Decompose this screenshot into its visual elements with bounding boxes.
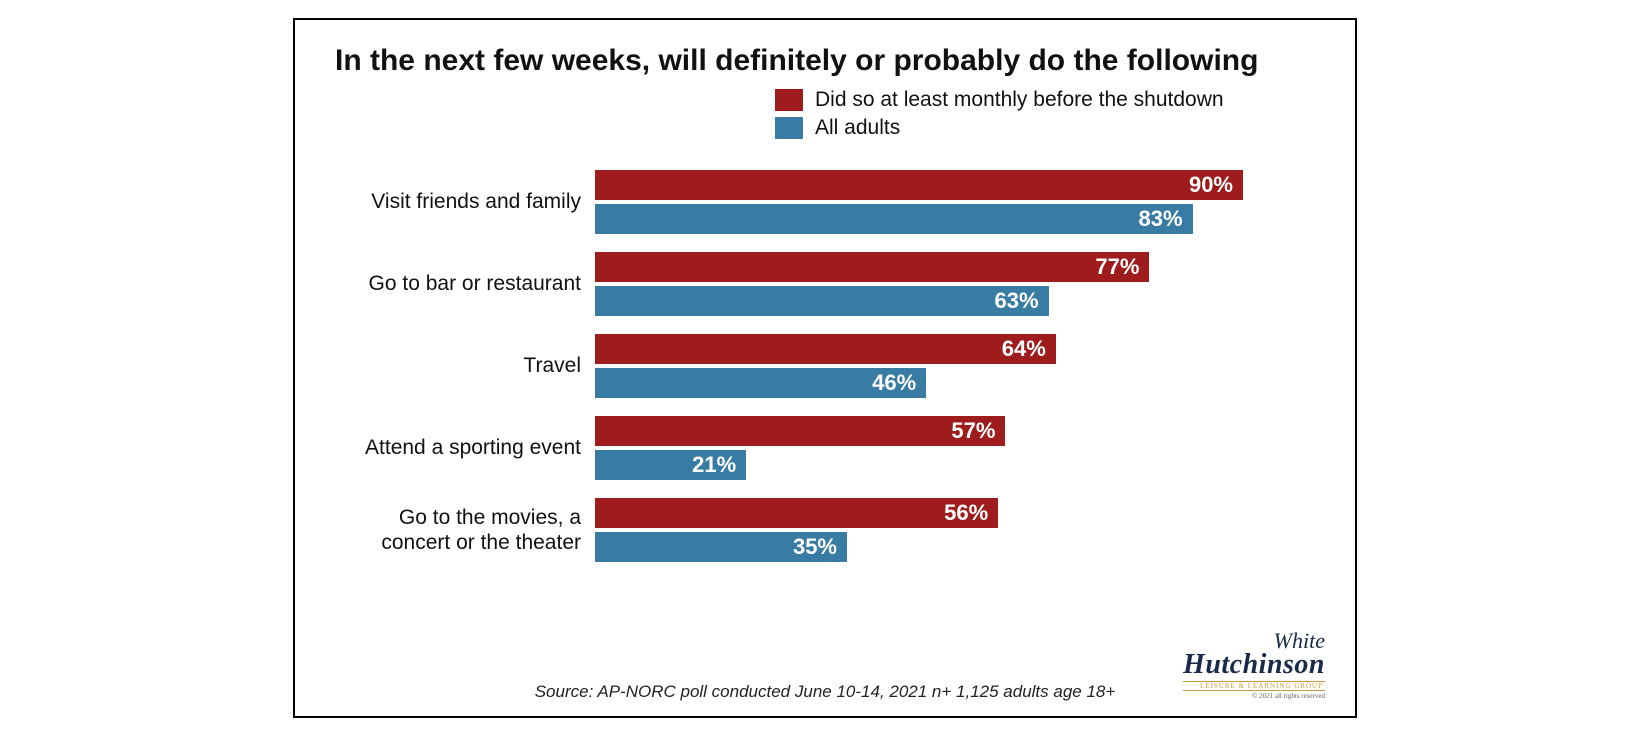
chart-frame: In the next few weeks, will definitely o…	[293, 18, 1357, 718]
brand-logo: White Hutchinson LEISURE & LEARNING GROU…	[1183, 631, 1325, 700]
bar-group: Go to the movies, a concert or the theat…	[335, 498, 1315, 562]
category-label: Attend a sporting event	[335, 435, 595, 460]
bar-before: 90%	[595, 170, 1243, 200]
bar-all: 35%	[595, 532, 847, 562]
legend-item-all: All adults	[775, 116, 1224, 140]
brand-line2: Hutchinson	[1183, 652, 1325, 679]
bar-group: Attend a sporting event57%21%	[335, 416, 1315, 480]
bar-all: 83%	[595, 204, 1193, 234]
chart-body: Visit friends and family90%83%Go to bar …	[335, 170, 1315, 580]
bars-container: 57%21%	[595, 416, 1315, 480]
bars-container: 56%35%	[595, 498, 1315, 562]
legend: Did so at least monthly before the shutd…	[775, 88, 1224, 144]
brand-copyright: © 2021 all rights reserved	[1183, 693, 1325, 700]
bar-group: Go to bar or restaurant77%63%	[335, 252, 1315, 316]
bar-all: 63%	[595, 286, 1049, 316]
legend-item-before: Did so at least monthly before the shutd…	[775, 88, 1224, 112]
bar-group: Travel64%46%	[335, 334, 1315, 398]
bar-group: Visit friends and family90%83%	[335, 170, 1315, 234]
bar-before: 77%	[595, 252, 1149, 282]
category-label: Travel	[335, 353, 595, 378]
legend-swatch-all	[775, 117, 803, 139]
source-line: Source: AP-NORC poll conducted June 10-1…	[535, 682, 1116, 702]
chart-title: In the next few weeks, will definitely o…	[335, 44, 1315, 79]
bar-all: 21%	[595, 450, 746, 480]
brand-subline: LEISURE & LEARNING GROUP	[1183, 681, 1325, 692]
category-label: Go to bar or restaurant	[335, 271, 595, 296]
bar-before: 56%	[595, 498, 998, 528]
bars-container: 77%63%	[595, 252, 1315, 316]
bars-container: 90%83%	[595, 170, 1315, 234]
bar-before: 64%	[595, 334, 1056, 364]
bars-container: 64%46%	[595, 334, 1315, 398]
legend-label-before: Did so at least monthly before the shutd…	[815, 88, 1224, 112]
category-label: Go to the movies, a concert or the theat…	[335, 505, 595, 555]
bar-all: 46%	[595, 368, 926, 398]
legend-label-all: All adults	[815, 116, 900, 140]
legend-swatch-before	[775, 89, 803, 111]
category-label: Visit friends and family	[335, 189, 595, 214]
bar-before: 57%	[595, 416, 1005, 446]
